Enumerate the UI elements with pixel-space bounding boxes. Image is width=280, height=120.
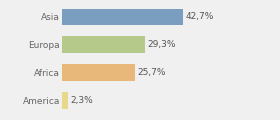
- Text: 42,7%: 42,7%: [185, 12, 214, 21]
- Bar: [62, 36, 145, 53]
- Bar: [62, 9, 183, 25]
- Bar: [62, 92, 68, 109]
- Bar: [62, 64, 135, 81]
- Text: 2,3%: 2,3%: [70, 96, 93, 105]
- Text: 25,7%: 25,7%: [137, 68, 165, 77]
- Text: 29,3%: 29,3%: [147, 40, 176, 49]
